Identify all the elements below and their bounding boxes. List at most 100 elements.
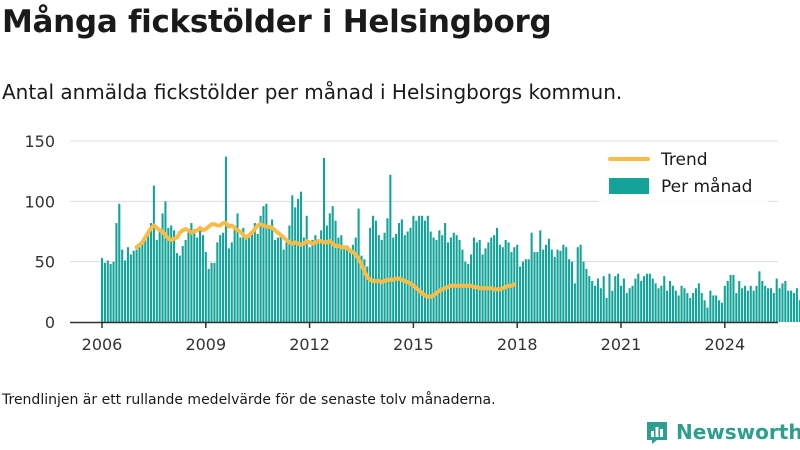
bar — [314, 235, 317, 322]
bar-series — [100, 156, 800, 322]
bar — [605, 297, 608, 322]
bar — [738, 280, 741, 322]
bar — [732, 274, 735, 322]
bar — [271, 219, 274, 322]
bar — [746, 290, 749, 322]
bar — [484, 248, 487, 322]
bar — [343, 247, 346, 322]
bar — [700, 293, 703, 322]
legend-background — [598, 144, 768, 206]
bar — [637, 273, 640, 322]
bar — [340, 235, 343, 322]
bar — [683, 288, 686, 322]
bar — [726, 280, 729, 322]
bar — [224, 156, 228, 322]
bar — [767, 288, 770, 322]
bar — [602, 276, 605, 322]
bar — [709, 290, 712, 322]
bar — [547, 238, 550, 322]
bar — [383, 232, 386, 322]
bar — [703, 300, 706, 322]
bar — [196, 237, 199, 322]
bar — [193, 229, 196, 322]
x-tick-label: 2021 — [601, 335, 642, 354]
bar — [792, 293, 796, 322]
bar — [429, 231, 432, 322]
bar — [135, 249, 138, 322]
bar — [596, 278, 599, 322]
bar — [755, 285, 758, 322]
bar — [521, 261, 525, 322]
bar — [634, 278, 637, 322]
bar — [273, 239, 277, 322]
legend: Trend Per månad — [598, 144, 768, 206]
bar — [472, 237, 475, 322]
bar — [576, 247, 579, 322]
bar — [444, 223, 447, 322]
y-tick-label: 150 — [24, 132, 55, 151]
bar — [553, 256, 556, 322]
bar — [158, 230, 161, 322]
bar — [351, 244, 354, 322]
bar — [772, 293, 775, 322]
bar — [222, 232, 225, 322]
bar — [167, 227, 170, 322]
bar — [291, 195, 294, 322]
bar — [334, 220, 337, 322]
bar — [311, 239, 314, 322]
bar — [201, 235, 204, 322]
bar — [409, 227, 412, 322]
bar — [743, 285, 747, 322]
bar — [348, 252, 352, 322]
bar — [415, 220, 418, 322]
bar — [712, 295, 715, 322]
bar — [357, 208, 360, 322]
bar — [692, 293, 695, 322]
bar — [631, 285, 634, 322]
bar — [706, 307, 709, 322]
bar — [458, 239, 461, 322]
bar — [470, 254, 473, 322]
bar — [628, 288, 631, 322]
bar — [199, 227, 202, 322]
bar — [611, 290, 614, 322]
bar — [775, 278, 778, 322]
bar — [660, 285, 663, 322]
bar — [141, 242, 144, 322]
bar — [579, 244, 582, 322]
bar — [406, 231, 409, 322]
bar — [190, 223, 193, 322]
logo-text: Newsworthy — [676, 420, 800, 444]
bar — [346, 249, 349, 322]
bar — [449, 237, 452, 322]
bar — [493, 235, 496, 322]
bar — [265, 203, 268, 322]
bar — [645, 273, 648, 322]
bar — [438, 230, 441, 322]
bar — [536, 252, 539, 322]
bar — [115, 223, 118, 322]
bar — [369, 227, 372, 322]
bar — [161, 213, 164, 322]
bar — [294, 207, 297, 322]
bar — [432, 237, 435, 322]
bar — [403, 235, 406, 322]
x-tick-label: 2012 — [289, 335, 330, 354]
bar — [559, 250, 562, 322]
x-tick-label: 2015 — [393, 335, 434, 354]
bar — [539, 230, 542, 322]
bar — [147, 232, 150, 322]
bar — [175, 253, 179, 322]
bar — [735, 293, 738, 322]
bar — [764, 285, 767, 322]
bar — [320, 230, 323, 322]
bar — [495, 227, 499, 322]
bar — [715, 295, 718, 322]
bar — [210, 262, 213, 322]
bar — [426, 215, 429, 322]
bar — [178, 255, 181, 322]
y-tick-label: 0 — [45, 313, 55, 332]
bar — [250, 232, 253, 322]
x-tick-label: 2006 — [82, 335, 123, 354]
bar — [752, 290, 755, 322]
